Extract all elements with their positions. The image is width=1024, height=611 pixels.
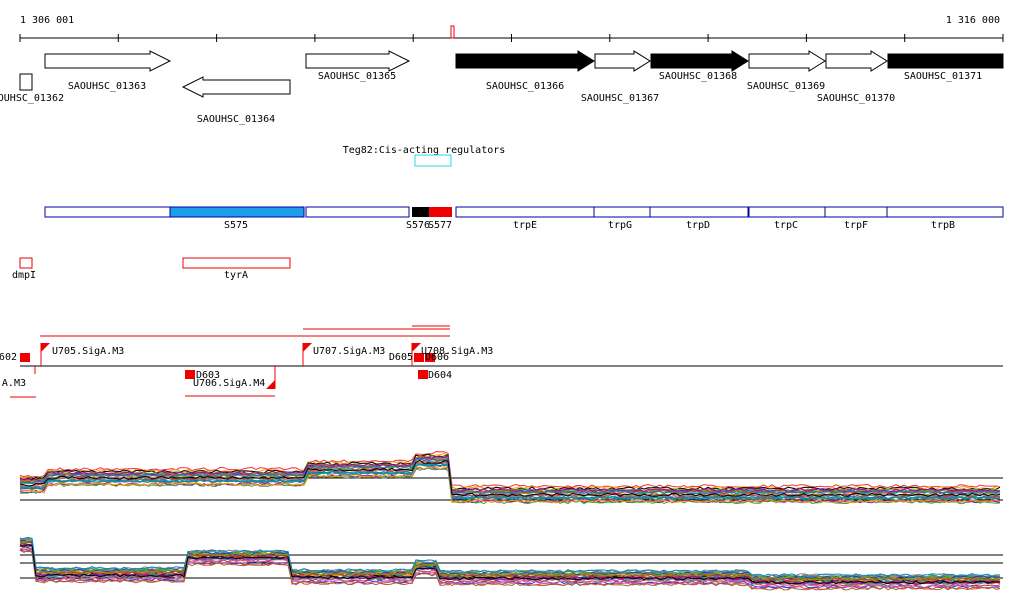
segment-label: trpE: [513, 220, 537, 231]
promoter-label: A.M3: [2, 378, 26, 389]
gene-label: SAOUHSC_01368: [659, 71, 737, 82]
promoter-box: [414, 353, 424, 362]
gene: [650, 50, 749, 72]
gene-label: SAOUHSC_01367: [581, 93, 659, 104]
expression-trace: [19, 459, 1001, 497]
segment: [44, 206, 171, 218]
promoter-label: U705.SigA.M3: [52, 346, 124, 357]
gene: [594, 50, 651, 72]
segment: [886, 206, 1004, 218]
promoter-box: [185, 370, 195, 379]
segment: [429, 207, 452, 217]
segment-label: trpG: [608, 220, 632, 231]
gene-label: SAOUHSC_01362: [0, 93, 64, 104]
operon-label: tyrA: [224, 270, 248, 281]
expression-trace: [19, 539, 1001, 581]
segment-label: S575: [224, 220, 248, 231]
gene: [455, 50, 595, 72]
segment: [649, 206, 749, 218]
promoter-flag: [41, 343, 50, 352]
ruler-start: 1 306 001: [20, 15, 74, 26]
operon: [19, 257, 33, 269]
gene-label: SAOUHSC_01364: [197, 114, 275, 125]
gene: [748, 50, 826, 72]
promoter-label: D602: [0, 352, 17, 363]
promoter-box: [418, 370, 428, 379]
gene: [825, 50, 888, 72]
promoter-flag: [266, 380, 275, 389]
segment-label: trpF: [844, 220, 868, 231]
segment-label: S577: [428, 220, 452, 231]
expression-trace: [19, 455, 1001, 493]
segment: [593, 206, 651, 218]
expression-trace: [19, 451, 1001, 489]
promoter-label: D605: [389, 352, 413, 363]
expression-trace: [19, 466, 1001, 504]
gene: [19, 73, 33, 91]
promoter-label: U708.SigA.M3: [421, 346, 493, 357]
segment-label: trpB: [931, 220, 955, 231]
expression-trace: [19, 540, 1001, 582]
gene-label: SAOUHSC_01371: [904, 71, 982, 82]
expression-trace: [19, 463, 1001, 501]
promoter-flag: [412, 343, 421, 352]
gene-label: SAOUHSC_01363: [68, 81, 146, 92]
segment-track: S575 S576 S577 trpE trpG trpD trpC trpF …: [44, 206, 1004, 231]
gene: [44, 50, 172, 72]
expression-trace: [19, 466, 1001, 504]
segment-label: trpC: [774, 220, 798, 231]
promoter-label: D606: [425, 352, 449, 363]
segment-label: trpD: [686, 220, 710, 231]
promoter-box: [425, 353, 435, 362]
promoter-track: D602 U705.SigA.M3 U707.SigA.M3 D605 D606…: [0, 325, 1003, 398]
expression-tracks: [19, 451, 1003, 591]
ruler-ticks: [19, 34, 1004, 42]
expression-trace: [19, 458, 1001, 497]
segment: [169, 206, 305, 218]
promoter-label: U707.SigA.M3: [313, 346, 385, 357]
gene-label: SAOUHSC_01366: [486, 81, 564, 92]
promoter-box: [20, 353, 30, 362]
expression-trace: [19, 549, 1001, 591]
gene-label: SAOUHSC_01365: [318, 71, 396, 82]
gene: [305, 50, 411, 72]
segment-label: S576: [406, 220, 430, 231]
gene: [887, 53, 1004, 69]
expression-trace: [19, 546, 1001, 587]
expression-trace: [19, 543, 1000, 585]
segment: [305, 206, 410, 218]
gene-label: SAOUHSC_01370: [817, 93, 895, 104]
expression-trace: [19, 453, 1001, 491]
segment: [824, 206, 888, 218]
ruler-marker: [450, 25, 455, 39]
expression-trace: [19, 457, 1001, 495]
operon: [182, 257, 291, 269]
promoter-flag: [303, 343, 312, 352]
ruler-end: 1 316 000: [946, 15, 1000, 26]
regulator-box: [414, 154, 452, 167]
promoter-label: D604: [428, 370, 452, 381]
expression-trace: [19, 536, 1001, 578]
regulator-label: Teg82:Cis-acting regulators: [343, 145, 506, 156]
promoter-label: U706.SigA.M4: [193, 378, 265, 389]
segment: [455, 206, 595, 218]
gene-label: SAOUHSC_01369: [747, 81, 825, 92]
segment: [412, 207, 429, 217]
segment: [748, 206, 826, 218]
gene: [181, 76, 291, 98]
operon-label: dmpI: [12, 270, 36, 281]
gene-track: SAOUHSC_01362 SAOUHSC_01363 SAOUHSC_0136…: [0, 50, 1004, 125]
promoter-label: D603: [196, 370, 220, 381]
